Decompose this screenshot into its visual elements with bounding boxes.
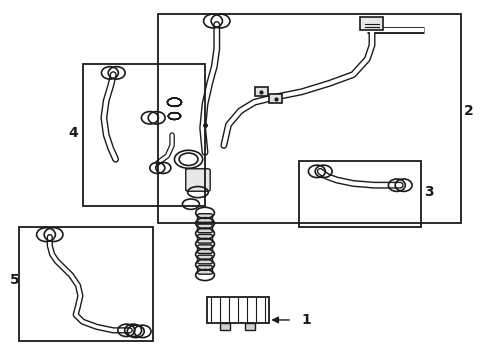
Text: 3: 3 [424,185,433,199]
FancyBboxPatch shape [197,266,213,274]
FancyBboxPatch shape [197,214,213,222]
Bar [83,64,205,206]
Text: 2: 2 [464,104,473,118]
Bar [270,94,282,103]
FancyBboxPatch shape [197,255,213,264]
Bar [207,297,269,323]
Bar [245,323,255,330]
Bar [220,323,230,330]
FancyBboxPatch shape [186,169,210,191]
Text: 5: 5 [10,273,20,287]
Text: 4: 4 [69,126,78,140]
FancyBboxPatch shape [197,224,213,233]
Bar [158,14,462,223]
Bar [19,227,153,341]
FancyBboxPatch shape [197,245,213,253]
FancyBboxPatch shape [360,17,383,30]
Text: 1: 1 [301,313,311,327]
Bar [255,87,268,96]
Bar [299,161,421,227]
FancyBboxPatch shape [197,234,213,243]
